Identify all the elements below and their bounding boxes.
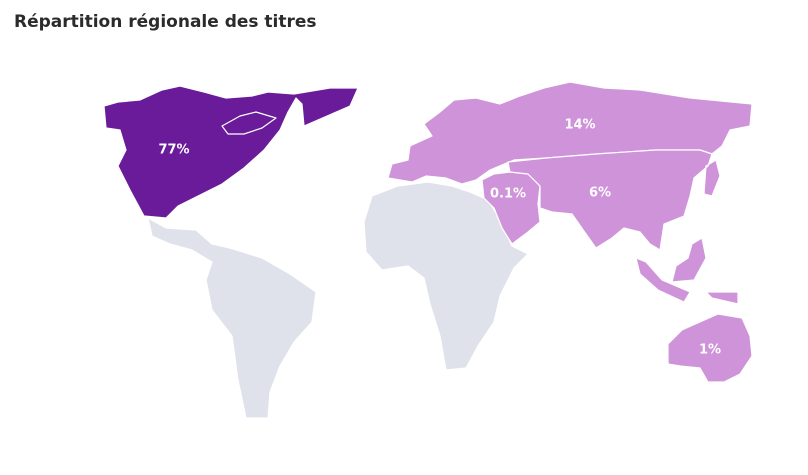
region-north-america[interactable] bbox=[103, 85, 359, 219]
region-oceania[interactable] bbox=[667, 313, 753, 383]
label-europe-russia: 14% bbox=[564, 118, 595, 133]
label-middle-east: 0.1% bbox=[490, 187, 526, 202]
region-south-america[interactable] bbox=[147, 217, 317, 419]
label-oceania: 1% bbox=[699, 343, 721, 358]
label-asia: 6% bbox=[589, 186, 611, 201]
region-europe-russia[interactable] bbox=[387, 81, 753, 185]
chart-title: Répartition régionale des titres bbox=[14, 12, 317, 32]
label-north-america: 77% bbox=[158, 143, 189, 158]
region-africa[interactable] bbox=[363, 181, 529, 371]
region-asia[interactable] bbox=[507, 149, 739, 305]
